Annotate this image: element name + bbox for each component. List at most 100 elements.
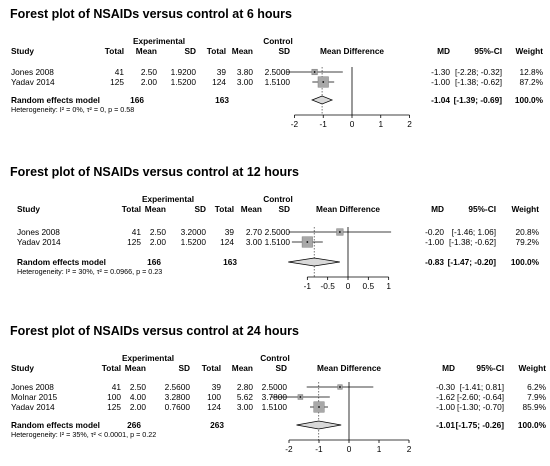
exp-mean: 2.00 [150,237,167,247]
exp-mean: 2.00 [130,402,147,412]
ctrl-total: 124 [207,402,221,412]
exp-sd: 1.5200 [171,77,197,87]
x-tick-label: 0 [346,281,351,291]
point-estimate [339,386,341,388]
forest-plot-3: Forest plot of NSAIDs versus control at … [10,324,547,454]
study-name: Jones 2008 [11,382,54,392]
md-value: -1.30 [431,67,450,77]
x-tick-label: 2 [407,444,412,454]
point-estimate [306,241,309,243]
column-header-study: Study [17,204,40,214]
column-header-ctrl-total: Total [202,363,221,373]
ctrl-mean: 3.00 [237,402,254,412]
summary-ctrl-total: 263 [210,420,224,430]
column-header-md: MD [431,204,444,214]
column-header-ci: 95%-CI [476,363,504,373]
study-name: Molnar 2015 [11,392,58,402]
point-estimate [313,71,316,73]
md-value: -1.00 [425,237,444,247]
study-name: Yadav 2014 [17,237,61,247]
x-tick-label: 0 [347,444,352,454]
exp-sd: 1.9200 [171,67,197,77]
summary-md-value: -0.83 [425,257,444,267]
column-header-md: MD [437,46,450,56]
summary-exp-total: 266 [127,420,141,430]
ci-value: [-2.60; -0.64] [457,392,504,402]
column-header-ctrl-mean: Mean [232,46,253,56]
ci-value: [-1.30; -0.70] [457,402,504,412]
exp-mean: 2.50 [150,227,167,237]
summary-exp-total: 166 [130,95,144,105]
column-header-mean-difference: Mean Difference [316,204,380,214]
column-header-exp-mean: Mean [145,204,166,214]
x-tick-label: -2 [285,444,293,454]
ctrl-mean: 3.80 [237,67,254,77]
heterogeneity-text: Heterogeneity: I² = 30%, τ² = 0.0966, p … [17,267,162,276]
ctrl-sd: 2.5000 [262,382,288,392]
ctrl-sd: 1.5100 [262,402,288,412]
column-header-ctrl-mean: Mean [232,363,253,373]
ctrl-mean: 3.00 [246,237,263,247]
weight-value: 85.9% [522,402,546,412]
study-name: Jones 2008 [17,227,60,237]
x-tick-label: 2 [407,119,412,129]
column-header-mean-difference: Mean Difference [317,363,381,373]
column-header-ctrl-sd: SD [278,46,290,56]
column-header-ctrl-sd: SD [278,204,290,214]
summary-label: Random effects model [11,95,100,105]
summary-ci-value: [-1.39; -0.69] [454,95,503,105]
ctrl-total: 39 [212,382,222,392]
ci-value: [-1.41; 0.81] [460,382,504,392]
ci-value: [-2.28; -0.32] [455,67,502,77]
x-tick-label: -1 [320,119,328,129]
x-tick-label: -0.5 [321,281,336,291]
ctrl-total: 100 [207,392,221,402]
exp-total: 125 [127,237,141,247]
x-tick-label: 0.5 [363,281,375,291]
column-header-exp-sd: SD [194,204,206,214]
ctrl-total: 39 [217,67,227,77]
ctrl-total: 124 [212,77,226,87]
summary-ci-value: [-1.47; -0.20] [448,257,497,267]
column-header-ctrl-total: Total [207,46,226,56]
md-value: -0.20 [425,227,444,237]
point-estimate [322,81,325,83]
x-tick-label: 1 [377,444,382,454]
point-estimate [318,406,320,408]
ctrl-mean: 5.62 [237,392,254,402]
forest-plot-1: Forest plot of NSAIDs versus control at … [10,7,544,129]
column-header-exp-sd: SD [184,46,196,56]
ci-value: [-1.38; -0.62] [455,77,502,87]
column-header-exp-mean: Mean [136,46,157,56]
group-header-control: Control [260,353,290,363]
summary-weight-value: 100.0% [518,420,547,430]
column-header-weight: Weight [512,204,540,214]
column-header-exp-total: Total [102,363,121,373]
exp-mean: 2.50 [141,67,158,77]
column-header-weight: Weight [519,363,547,373]
exp-sd: 0.7600 [165,402,191,412]
group-header-control: Control [263,194,293,204]
x-tick-label: 1 [386,281,391,291]
study-name: Yadav 2014 [11,402,55,412]
summary-ctrl-total: 163 [223,257,237,267]
ci-value: [-1.46; 1.06] [452,227,496,237]
ctrl-sd: 1.5100 [265,77,291,87]
column-header-exp-total: Total [122,204,141,214]
column-header-study: Study [11,46,34,56]
ctrl-mean: 2.70 [246,227,263,237]
exp-mean: 2.50 [130,382,147,392]
exp-sd: 2.5600 [165,382,191,392]
summary-diamond [311,95,334,105]
column-header-exp-total: Total [105,46,124,56]
column-header-ctrl-sd: SD [275,363,287,373]
exp-total: 41 [112,382,122,392]
plot-title: Forest plot of NSAIDs versus control at … [10,324,299,338]
x-tick-label: 1 [378,119,383,129]
weight-value: 87.2% [519,77,543,87]
ci-value: [-1.38; -0.62] [449,237,496,247]
forest-plot-2: Forest plot of NSAIDs versus control at … [10,165,540,291]
exp-sd: 3.2800 [165,392,191,402]
study-name: Yadav 2014 [11,77,55,87]
summary-exp-total: 166 [147,257,161,267]
